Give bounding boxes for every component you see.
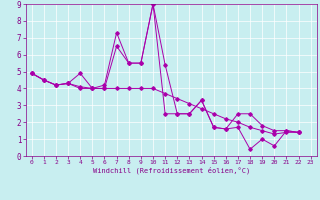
X-axis label: Windchill (Refroidissement éolien,°C): Windchill (Refroidissement éolien,°C)	[92, 167, 250, 174]
